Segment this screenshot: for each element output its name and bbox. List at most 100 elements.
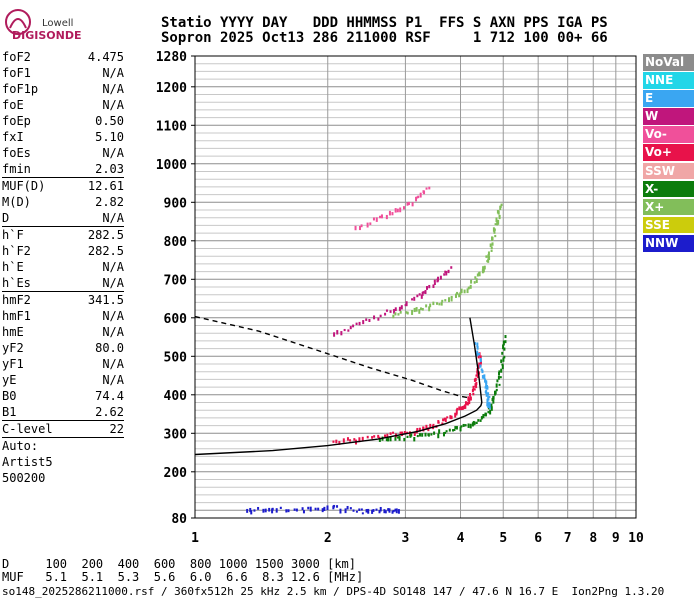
echo-point	[454, 412, 457, 418]
footer-file-info: so148_2025286211000.rsf / 360fx512h 25 k…	[2, 585, 665, 598]
y-tick-label: 600	[164, 312, 188, 327]
y-tick-label: 1000	[156, 158, 187, 173]
param-value: N/A	[102, 146, 124, 160]
param-row: hmE N/A	[2, 324, 124, 340]
muf-distance-row: D 100 200 400 600 800 1000 1500 3000 [km…	[2, 557, 357, 571]
echo-point	[407, 201, 410, 206]
echo-point	[406, 202, 409, 206]
param-value: N/A	[102, 66, 124, 80]
echo-point	[428, 284, 431, 289]
legend-item-nne: NNE	[643, 72, 694, 89]
param-name: hmE	[2, 325, 24, 339]
echo-point	[442, 418, 445, 422]
echo-point	[367, 508, 370, 514]
echo-point	[493, 230, 496, 234]
echo-point	[479, 355, 482, 361]
echo-point	[333, 332, 336, 337]
param-value: 0.50	[95, 114, 124, 128]
echo-point	[275, 508, 278, 513]
x-tick-label: 9	[612, 531, 620, 546]
echo-point	[480, 360, 483, 364]
echo-point	[388, 210, 391, 216]
echo-point	[342, 438, 345, 443]
param-value: N/A	[102, 325, 124, 339]
plot-grid	[195, 56, 636, 518]
echo-point	[444, 270, 447, 273]
echo-point	[453, 428, 456, 431]
param-name: fxI	[2, 130, 24, 144]
echo-point	[439, 275, 442, 280]
echo-point	[349, 507, 352, 510]
echo-point	[427, 427, 430, 432]
y-tick-label: 1200	[156, 81, 187, 96]
echo-point	[497, 210, 500, 215]
echo-point	[444, 417, 447, 423]
echo-point	[490, 246, 493, 250]
echo-point	[362, 320, 365, 325]
echo-point	[477, 272, 480, 275]
echo-point	[432, 284, 435, 288]
echo-point	[421, 307, 424, 311]
echo-point	[491, 398, 494, 402]
echo-point	[459, 426, 462, 432]
param-name: h`Es	[2, 276, 31, 290]
echo-point	[487, 251, 490, 256]
echo-point	[344, 508, 347, 514]
plot-axes: 8020030040050060070080090010001100120012…	[156, 50, 644, 546]
echo-point	[425, 304, 428, 308]
echo-point	[379, 506, 382, 512]
echo-point	[287, 509, 290, 513]
legend: NoVal NNE E W Vo- Vo+ SSW X- X+ SSE NNW	[643, 54, 694, 253]
echo-point	[250, 510, 253, 515]
echo-point	[378, 509, 381, 514]
param-value: N/A	[102, 260, 124, 274]
echo-point	[394, 508, 397, 512]
echo-point	[249, 507, 252, 513]
echo-point	[388, 508, 391, 513]
echo-point	[448, 428, 451, 432]
echo-point	[502, 357, 505, 362]
echo-point	[489, 409, 492, 415]
echo-point	[335, 439, 338, 444]
param-value: N/A	[102, 98, 124, 112]
echo-point	[472, 392, 475, 396]
echo-point	[500, 359, 503, 363]
echo-point	[380, 214, 383, 219]
echo-point	[502, 340, 505, 346]
echo-point	[397, 436, 400, 439]
param-name: hmF2	[2, 293, 31, 307]
x-tick-label: 7	[564, 531, 572, 546]
echo-point	[413, 296, 416, 301]
echo-point	[485, 380, 488, 386]
echo-point	[450, 266, 453, 269]
echo-point	[433, 282, 436, 286]
param-row: foF1 N/A	[2, 65, 124, 81]
param-row: hmF1 N/A	[2, 308, 124, 324]
legend-item-vo: Vo+	[643, 144, 694, 162]
param-name: foEs	[2, 146, 31, 160]
echo-point	[478, 362, 481, 367]
echo-point	[443, 273, 446, 276]
echo-point	[458, 406, 461, 411]
param-value: 282.5	[87, 244, 124, 258]
echo-point	[487, 397, 490, 401]
param-name: foE	[2, 98, 24, 112]
param-row: fmin 2.03	[2, 161, 124, 177]
echo-point	[389, 432, 392, 435]
param-separator	[2, 177, 124, 178]
echo-point	[441, 422, 444, 425]
echo-point	[455, 426, 458, 430]
echo-point	[392, 314, 395, 319]
echo-point	[399, 207, 402, 213]
echo-point	[416, 434, 419, 438]
param-value: N/A	[102, 211, 124, 225]
param-name: yF2	[2, 341, 24, 355]
echo-point	[385, 438, 388, 442]
echo-point	[317, 507, 320, 511]
legend-item-x: X+	[643, 198, 694, 216]
echo-point	[477, 352, 480, 356]
echo-point	[488, 403, 491, 408]
echo-point	[371, 509, 374, 514]
echo-point	[433, 431, 436, 435]
echo-point	[479, 419, 482, 422]
